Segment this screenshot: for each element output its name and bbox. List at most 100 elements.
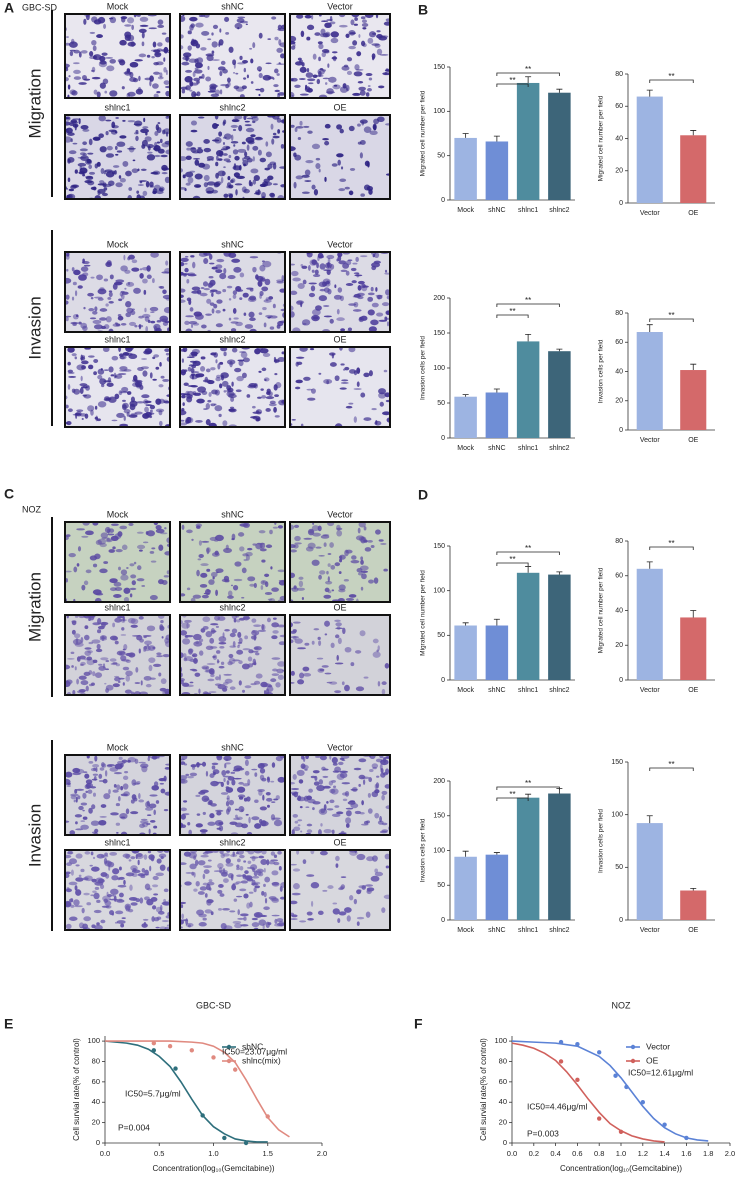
y-tick-label: 50 [437,400,445,407]
cell [219,28,221,32]
cell [121,17,125,23]
cell [198,891,205,895]
cell [146,181,150,187]
error-bar [525,794,531,797]
micrograph [177,250,288,334]
cell [229,194,233,199]
cell [335,375,340,381]
bar [637,332,663,430]
x-tick-label: 0.8 [594,1149,604,1158]
cell [247,144,250,150]
cell [354,768,362,770]
image-label: shNC [221,239,244,249]
error-bar [463,851,469,857]
cell [185,315,194,317]
bar [486,141,509,200]
cell [351,560,360,563]
cell [117,920,126,924]
y-tick-label: 40 [499,1097,507,1106]
x-tick-label: 2.0 [725,1149,735,1158]
cell [347,71,352,75]
cell [223,137,227,139]
cell [164,809,168,811]
cell [315,269,319,274]
cell [192,371,200,373]
x-tick-label: Mock [457,927,474,934]
cell [215,568,223,573]
cell [135,667,138,673]
data-point [662,1122,666,1126]
cell [93,793,96,797]
cell [138,860,140,865]
cell [124,409,131,414]
cell [266,152,272,158]
cell [188,30,192,34]
cell [132,168,139,173]
x-tick-label: shlnc1 [518,207,538,214]
cell [312,144,320,150]
cell [146,265,150,271]
cell [98,820,106,825]
assay-label: Migration [25,572,44,642]
cell [368,580,374,584]
cell [223,674,232,676]
cell [74,905,83,907]
cell [271,915,279,917]
cell [375,529,381,534]
bar [637,569,663,680]
cell [97,644,101,649]
image-label: shlnc2 [219,837,245,847]
y-axis-label: Invasion cells per field [598,809,605,873]
x-tick-label: 2.0 [317,1149,327,1158]
cell [220,372,229,378]
cell [156,525,162,530]
error-bar [494,619,500,625]
cell [360,630,366,636]
cell [67,362,70,366]
cell [207,66,209,70]
cell [251,769,257,771]
cell [237,787,245,793]
cell [253,156,255,162]
cell [218,884,224,888]
cell [156,800,159,804]
cell [121,627,124,630]
cell [160,620,163,623]
cell [200,563,208,566]
cell [258,630,266,632]
cell [221,853,225,858]
cell [147,625,155,631]
cell [82,418,84,420]
cell [332,163,338,167]
cell [109,59,116,64]
cell [291,78,298,82]
cell [368,309,375,315]
cell [155,927,159,929]
cell [74,800,76,803]
cell [109,301,114,304]
cell [120,178,126,183]
cell [355,650,361,654]
cell [229,910,235,912]
cell [343,799,347,801]
y-axis-label: Invasion cells per field [420,818,427,882]
cell [313,75,318,78]
cell [188,367,191,372]
cell [270,781,274,783]
cell [92,67,95,73]
cell [335,627,343,629]
cell [228,590,233,596]
y-axis-label: Invasion cells per field [598,339,605,403]
cell [81,680,89,685]
cell [304,180,311,182]
cell [107,146,113,151]
cell [345,187,350,190]
image-label: shlnc2 [219,334,245,344]
data-point [233,1067,237,1071]
cell [191,121,197,126]
cell [386,866,390,869]
cell [207,38,211,40]
cell [331,643,335,648]
cell [103,793,110,799]
cell [124,771,128,773]
